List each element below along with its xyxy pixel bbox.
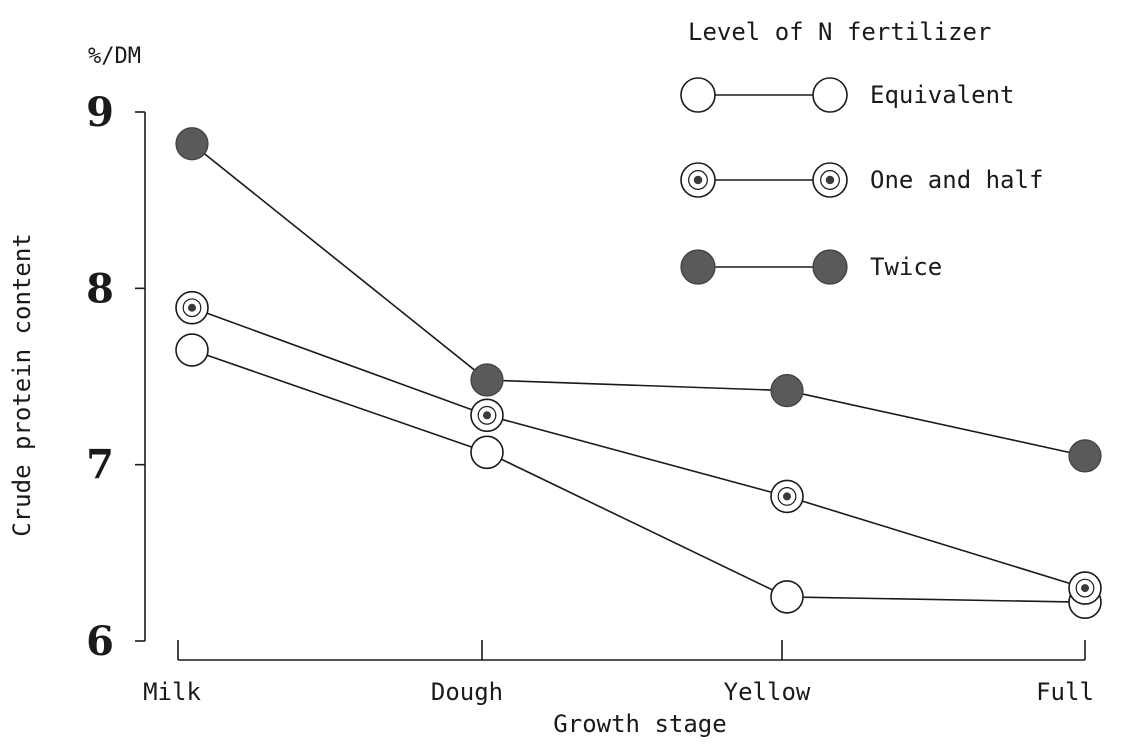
data-point-0-1 [470, 435, 504, 470]
legend-label-0: Equivalent [870, 81, 1015, 109]
legend: Equivalent One and half Twice [680, 77, 1043, 285]
legend-marker-end-1 [812, 162, 848, 198]
series-points [175, 127, 1102, 620]
data-point-2-1 [470, 363, 504, 397]
data-point-2-0 [175, 127, 209, 161]
series-lines [191, 143, 1086, 604]
data-point-0-2 [770, 580, 804, 614]
data-point-2-2 [770, 374, 804, 408]
x-tick-label: Milk [143, 678, 201, 706]
y-tick-label: 6 [86, 618, 114, 665]
data-point-1-2 [770, 479, 804, 514]
x-tick-label: Dough [431, 678, 503, 706]
data-point-1-0 [175, 290, 209, 325]
legend-label-2: Twice [870, 253, 942, 281]
data-point-2-3 [1068, 439, 1102, 473]
legend-label-1: One and half [870, 166, 1043, 194]
series-line-2 [191, 143, 1086, 457]
x-tick-label: Full [1036, 678, 1094, 706]
y-tick-label: 9 [86, 89, 114, 136]
y-axis-label: Crude protein content [8, 233, 36, 536]
data-point-1-3 [1068, 571, 1102, 605]
data-point-0-0 [175, 333, 209, 367]
legend-title: Level of N fertilizer [688, 18, 991, 46]
x-tick-label: Yellow [724, 678, 811, 706]
x-axis-label: Growth stage [553, 710, 726, 738]
legend-marker-end-0 [812, 77, 848, 113]
legend-marker-0 [680, 77, 716, 113]
legend-marker-2 [680, 249, 716, 285]
y-tick-label: 7 [86, 442, 114, 489]
legend-marker-1 [680, 162, 716, 198]
axes: 6 7 8 9 Milk Dough Yellow Full [86, 89, 1094, 706]
y-unit-label: %/DM [88, 44, 141, 69]
legend-marker-end-2 [812, 249, 848, 285]
series-line-0 [191, 349, 1086, 604]
y-tick-label: 8 [86, 265, 114, 312]
data-point-1-1 [470, 398, 504, 433]
series-line-1 [191, 306, 1086, 589]
